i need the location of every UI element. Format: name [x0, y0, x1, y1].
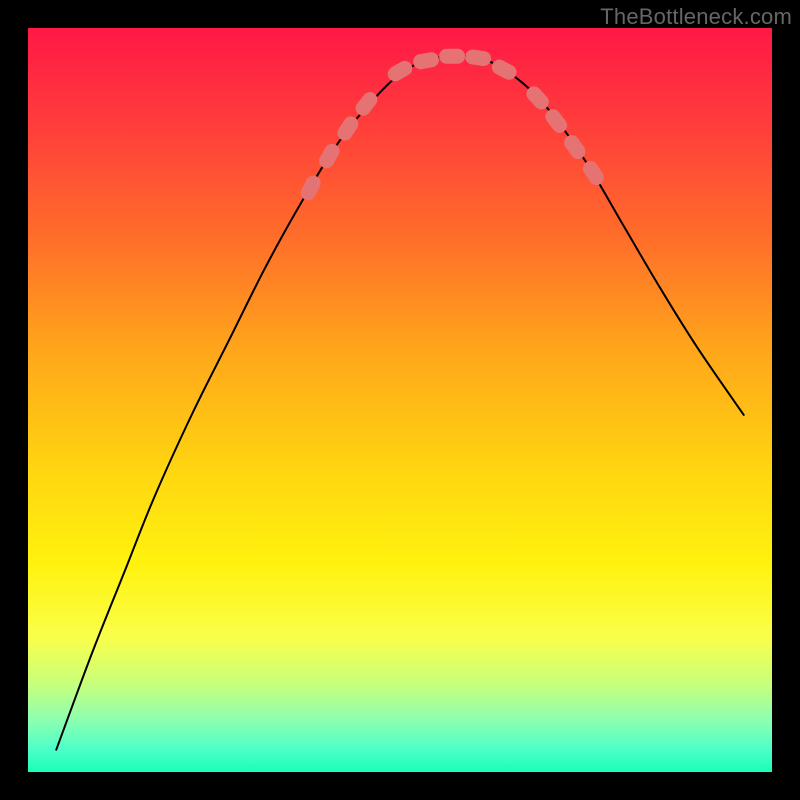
curve-marker — [439, 49, 465, 64]
chart-svg — [0, 0, 800, 800]
bottleneck-chart: TheBottleneck.com — [0, 0, 800, 800]
plot-background — [28, 28, 772, 772]
